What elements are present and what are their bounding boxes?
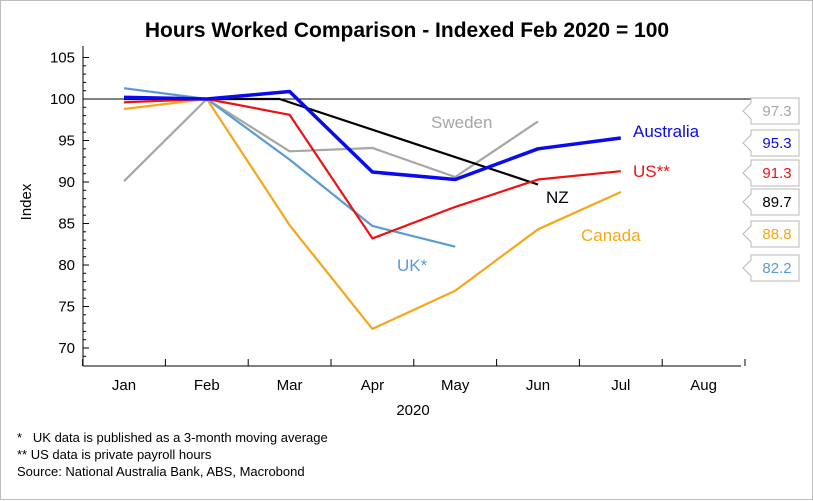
series-line-australia (123, 89, 622, 182)
y-tick-label-75: 75 (58, 299, 75, 316)
y-axis: 70 75 80 85 90 95 100 105 (50, 46, 89, 366)
x-tick-label-mar: Mar (277, 377, 303, 394)
end-label-canada: 88.8 (762, 226, 791, 243)
y-tick-label-85: 85 (58, 216, 75, 233)
series-label-australia: Australia (633, 122, 700, 141)
end-label-us: 91.3 (762, 165, 791, 182)
chart-title: Hours Worked Comparison - Indexed Feb 20… (145, 19, 669, 42)
end-value-labels: 97.3 82.2 88.8 89.7 91.3 95.3 (742, 97, 800, 282)
series-line-uk (123, 87, 456, 248)
series-label-us: US** (633, 162, 670, 181)
x-tick-label-jul: Jul (611, 377, 630, 394)
series-labels: Sweden UK* Canada NZ US** Australia (397, 113, 700, 275)
x-tick-label-jun: Jun (526, 377, 550, 394)
y-tick-label-80: 80 (58, 257, 75, 274)
y-tick-label-95: 95 (58, 133, 75, 150)
series-label-uk: UK* (397, 256, 428, 275)
footnote-source: Source: National Australia Bank, ABS, Ma… (17, 464, 305, 479)
end-label-box-canada (742, 220, 800, 248)
y-tick-label-70: 70 (58, 340, 75, 357)
footnote-us: ** US data is private payroll hours (17, 447, 212, 462)
y-tick-label-90: 90 (58, 174, 75, 191)
end-label-box-uk (742, 254, 800, 282)
end-label-box-australia (742, 129, 800, 157)
x-tick-label-feb: Feb (194, 377, 220, 394)
end-label-sweden: 97.3 (762, 103, 791, 120)
series-label-sweden: Sweden (431, 113, 492, 132)
y-tick-label-100: 100 (50, 91, 75, 108)
y-axis-title: Index (18, 183, 35, 220)
end-label-box-nz (742, 188, 800, 216)
x-tick-label-jan: Jan (112, 377, 136, 394)
end-label-box-sweden (742, 97, 800, 125)
series-label-nz: NZ (546, 188, 569, 207)
y-tick-label-105: 105 (50, 50, 75, 67)
series-line-us (123, 97, 621, 240)
series-line-sweden (123, 97, 539, 182)
end-label-nz: 89.7 (762, 194, 791, 211)
series-label-canada: Canada (581, 226, 641, 245)
x-tick-label-may: May (441, 377, 470, 394)
x-axis: Jan Feb Mar Apr May Jun Jul Aug (82, 359, 746, 394)
series-line-canada (123, 97, 622, 331)
end-label-uk: 82.2 (762, 260, 791, 277)
end-label-australia: 95.3 (762, 135, 791, 152)
end-label-box-us (742, 159, 800, 187)
x-tick-label-aug: Aug (690, 377, 717, 394)
x-axis-title: 2020 (396, 402, 429, 419)
series-lines (123, 87, 622, 331)
x-tick-label-apr: Apr (361, 377, 384, 394)
footnote-uk: * UK data is published as a 3-month movi… (17, 430, 328, 445)
